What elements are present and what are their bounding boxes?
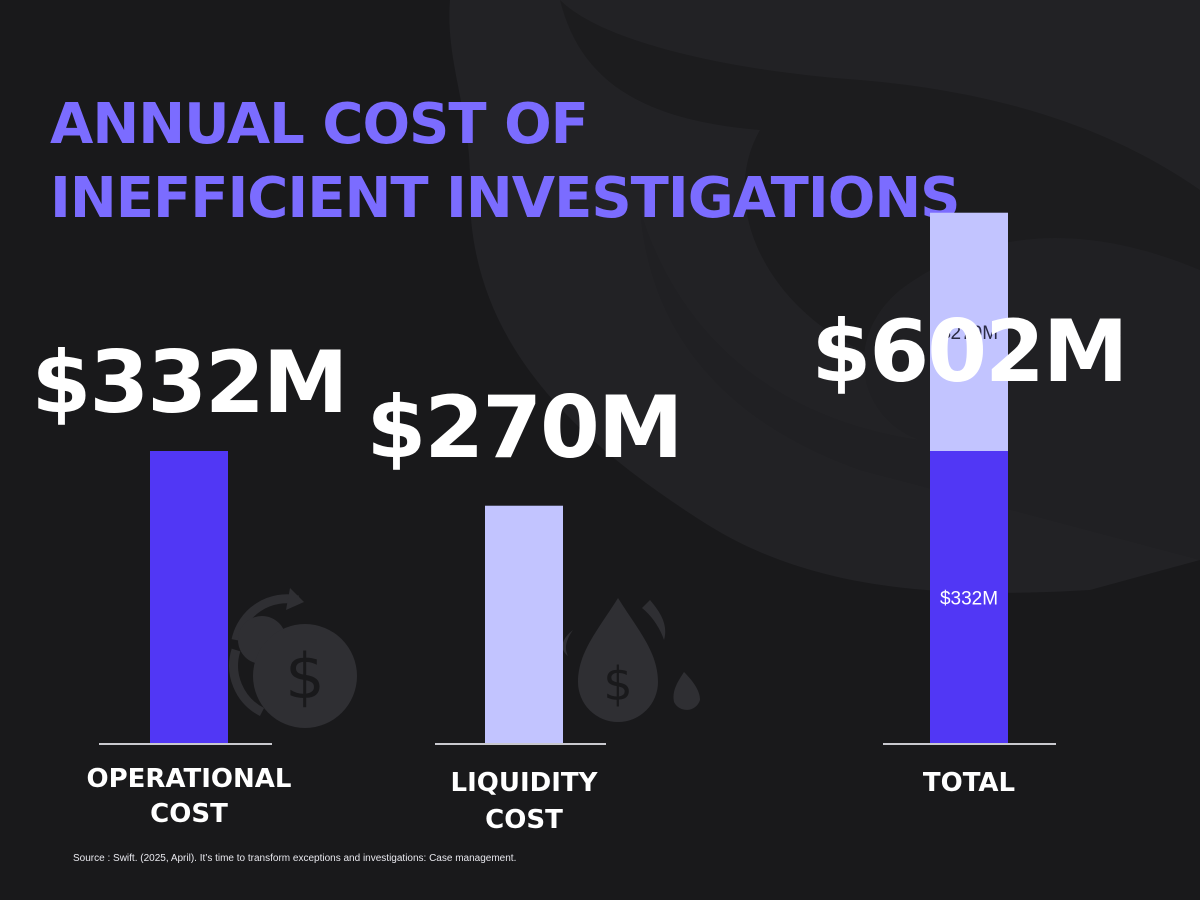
category-label-1-line-1: COST xyxy=(485,805,563,835)
category-label-1-line-0: LIQUIDITY xyxy=(451,768,599,798)
svg-text:$: $ xyxy=(285,640,324,713)
category-label-0-line-0: OPERATIONAL xyxy=(86,764,291,794)
total-value-label: $602M xyxy=(812,302,1127,402)
total-segment-1 xyxy=(930,212,1008,451)
title-line-2: INEFFICIENT INVESTIGATIONS xyxy=(50,166,961,231)
title-line-1: ANNUAL COST OF xyxy=(50,92,589,157)
total-segment-label-0: $332M xyxy=(940,589,998,610)
bar-liquidity xyxy=(485,505,563,744)
total-segment-label-1: $270M xyxy=(940,323,998,344)
category-label-0-line-1: COST xyxy=(150,799,228,829)
value-label-1: $270M xyxy=(367,378,682,478)
droplet-dollar-icon: $ xyxy=(562,598,700,722)
value-label-0: $332M xyxy=(32,333,347,433)
total-segment-0 xyxy=(930,451,1008,744)
bar-operational xyxy=(150,451,228,744)
total-category-label: TOTAL xyxy=(923,768,1015,798)
svg-text:$: $ xyxy=(603,657,632,711)
gear-dollar-cycle-icon: $ xyxy=(229,588,357,728)
source-citation: Source : Swift. (2025, April). It’s time… xyxy=(73,853,517,864)
chart-title: ANNUAL COST OF INEFFICIENT INVESTIGATION… xyxy=(50,88,961,236)
